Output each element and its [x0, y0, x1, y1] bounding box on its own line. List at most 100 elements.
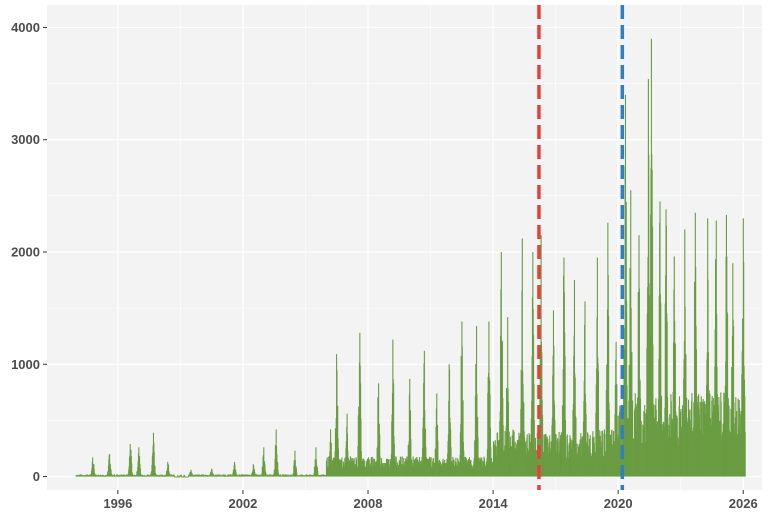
series-bar: [555, 434, 557, 477]
series-bar: [173, 474, 175, 477]
series-bar: [277, 462, 279, 477]
series-bar: [490, 447, 492, 477]
y-tick-label: 4000: [11, 20, 40, 35]
series-bar: [660, 303, 662, 477]
series-bar: [138, 447, 140, 477]
series-bar: [279, 474, 281, 477]
series-bar: [258, 474, 260, 477]
series-bar: [93, 468, 95, 477]
series-bar: [201, 474, 203, 477]
series-bar: [450, 447, 452, 477]
series-bar: [495, 446, 497, 477]
series-bar: [161, 474, 164, 477]
series-bar: [718, 397, 720, 477]
series-bar: [355, 459, 358, 477]
series-bar: [224, 474, 226, 477]
series-bar: [242, 474, 244, 477]
series-bar: [371, 456, 373, 477]
series-bar: [101, 475, 103, 477]
series-bar: [727, 314, 729, 477]
series-bar: [360, 451, 362, 477]
series-bar: [360, 418, 362, 477]
series-bar: [323, 474, 325, 477]
series-bar: [197, 474, 199, 477]
series-bar: [131, 473, 134, 477]
series-bar: [608, 315, 610, 477]
series-bar: [230, 474, 232, 477]
series-bar: [220, 474, 222, 477]
series-bar: [436, 393, 438, 477]
series-bar: [116, 474, 119, 477]
series-bar: [533, 420, 535, 477]
series-bar: [577, 443, 579, 477]
x-axis: 1996 2002 2008 2014 2020 2026: [103, 490, 758, 511]
series-bar: [744, 432, 746, 477]
series-bar: [493, 444, 495, 477]
series-bar: [173, 475, 176, 477]
series-bar: [239, 474, 241, 477]
series-bar: [685, 354, 687, 477]
series-bar: [543, 438, 546, 477]
series-bar: [179, 475, 181, 477]
series-bar: [481, 458, 483, 477]
x-tick-label: 1996: [103, 496, 132, 511]
series-bar: [202, 474, 204, 477]
series-bar: [326, 457, 328, 477]
series-bar: [609, 435, 612, 477]
series-bar: [437, 440, 439, 477]
series-bar: [727, 398, 729, 477]
series-bar: [733, 326, 735, 477]
series-bar: [206, 474, 208, 477]
reference-lines: [537, 5, 625, 490]
series-bar: [224, 474, 227, 477]
series-bar: [214, 474, 216, 477]
series-bar: [588, 438, 591, 477]
series-bar: [177, 474, 179, 477]
x-tick-label: 2026: [729, 496, 758, 511]
series-bar: [735, 397, 737, 477]
series-bar: [180, 474, 182, 477]
series-bar: [187, 476, 189, 478]
series-bar: [579, 439, 581, 477]
y-axis: 0 1000 2000 3000 4000: [11, 20, 47, 484]
series-bar: [85, 474, 87, 477]
series-bar: [534, 437, 537, 477]
y-tick-label: 2000: [11, 244, 40, 259]
series-bar: [674, 343, 676, 477]
series-bar: [584, 301, 586, 477]
series-bar: [301, 474, 303, 477]
series-bar: [295, 468, 297, 477]
series-bar: [405, 459, 407, 477]
series-bar: [332, 458, 334, 477]
series-bar: [330, 442, 332, 477]
series-bar: [328, 456, 330, 477]
series-bar: [178, 476, 180, 478]
series-bar: [565, 436, 567, 477]
series-bar: [182, 476, 184, 478]
series-bar: [411, 459, 413, 477]
x-tick-label: 2008: [354, 496, 383, 511]
series-bar: [511, 435, 513, 477]
series-bar: [222, 474, 224, 477]
series-bar: [426, 457, 428, 477]
series-bar: [349, 462, 351, 477]
y-tick-label: 3000: [11, 132, 40, 147]
series-bar: [525, 441, 527, 477]
series-bar: [337, 448, 340, 477]
series-bar: [94, 474, 96, 477]
series-bar: [720, 401, 722, 477]
series-bar: [154, 465, 156, 477]
series-bar: [697, 396, 699, 477]
series-bar: [139, 468, 141, 477]
series-bar: [425, 447, 427, 477]
series-bar: [280, 475, 282, 477]
series-bar: [278, 474, 280, 477]
series-bar: [363, 458, 365, 477]
series-bar: [285, 474, 287, 477]
series-bar: [468, 457, 470, 477]
series-bar: [153, 451, 155, 477]
series-bar: [500, 251, 502, 477]
series-bar: [339, 459, 341, 477]
series-bar: [691, 393, 693, 477]
